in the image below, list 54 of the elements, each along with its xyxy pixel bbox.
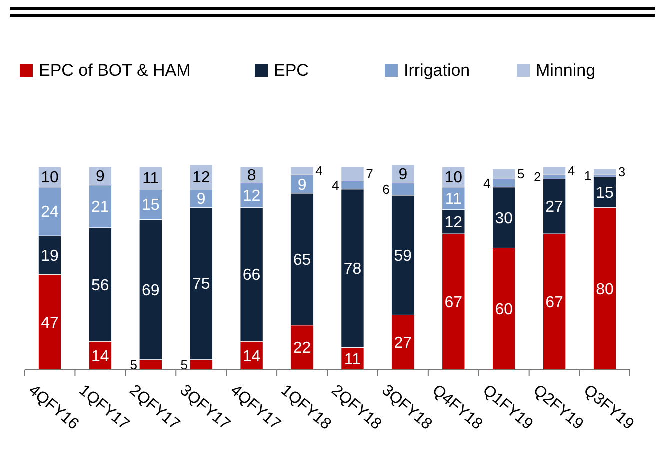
data-label: 80 [596, 281, 614, 298]
data-label: 12 [192, 170, 210, 187]
data-label: 75 [192, 276, 210, 294]
data-label: 67 [546, 294, 564, 312]
data-label: 47 [41, 314, 59, 332]
data-label: 4 [484, 176, 491, 191]
data-label: 11 [344, 351, 362, 368]
data-label: 60 [495, 302, 514, 319]
data-label: 7 [366, 166, 374, 182]
data-label: 27 [394, 335, 412, 352]
data-label: 3 [618, 164, 626, 180]
data-label: 4 [316, 164, 323, 179]
data-label: 22 [293, 340, 312, 358]
data-label: 30 [495, 210, 514, 228]
data-label: 2 [534, 170, 542, 185]
data-label: 67 [444, 294, 463, 312]
legend-label: EPC of BOT & HAM [39, 61, 191, 80]
data-label: 12 [242, 188, 261, 205]
data-label: 8 [247, 168, 256, 185]
data-label: 10 [41, 170, 59, 187]
legend-label: EPC [274, 61, 309, 80]
data-label: 15 [142, 197, 160, 214]
data-label: 69 [142, 282, 160, 300]
data-label: 9 [298, 176, 307, 194]
data-label: 5 [180, 357, 188, 372]
data-label: 9 [196, 190, 206, 208]
data-label: 4 [568, 164, 576, 179]
data-label: 5 [130, 357, 138, 372]
data-label: 21 [92, 199, 110, 216]
data-label: 66 [242, 267, 261, 284]
data-label: 9 [398, 166, 408, 184]
data-label: 78 [344, 261, 362, 278]
data-label: 19 [41, 248, 59, 265]
data-label: 9 [96, 168, 105, 186]
data-label: 24 [41, 204, 59, 222]
data-label: 59 [394, 248, 412, 265]
data-label: 6 [382, 182, 390, 197]
data-label: 10 [444, 170, 463, 187]
bar [593, 168, 617, 176]
data-label: 65 [293, 252, 312, 269]
data-label: 12 [444, 214, 463, 232]
data-label: 4 [332, 178, 340, 193]
data-label: 27 [546, 199, 564, 216]
bar [542, 166, 566, 176]
legend-label: Irrigation [404, 61, 470, 80]
data-label: 14 [242, 348, 261, 366]
data-label: 56 [92, 277, 110, 294]
data-label: 1 [584, 168, 592, 184]
data-label: 11 [142, 170, 160, 188]
legend-label: Minning [536, 61, 596, 80]
data-label: 11 [445, 190, 462, 208]
data-label: 14 [92, 348, 110, 366]
data-label: 15 [596, 184, 614, 202]
data-label: 5 [517, 166, 525, 182]
